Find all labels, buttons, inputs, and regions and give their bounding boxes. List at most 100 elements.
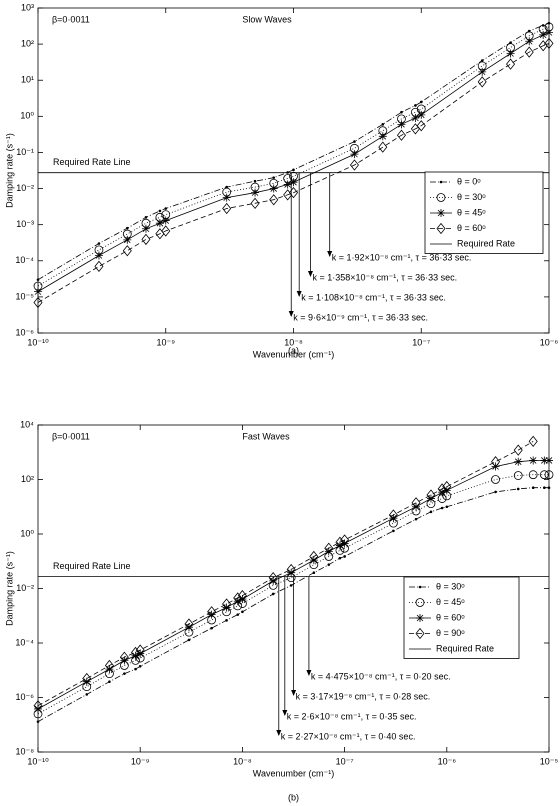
marker [397,120,406,129]
marker [144,215,148,219]
marker [141,224,150,233]
legend-label: θ = 90ᵒ [436,628,465,638]
marker [419,100,423,104]
x-tick-label: 10⁻⁶ [438,756,457,766]
marker [119,651,129,663]
annotation: k = 1·358×10⁻⁸ cm⁻¹, τ = 36·33 sec. [312,272,457,282]
marker [33,700,43,712]
marker [105,665,114,674]
y-tick-label: 10¹ [21,75,34,85]
y-tick-label: 10⁻¹ [16,147,34,157]
marker [539,470,549,480]
marker [531,486,535,490]
marker [271,592,275,596]
y-axis-label: Damping rate (s⁻¹) [4,133,14,208]
marker [417,110,426,119]
marker [184,623,193,632]
marker [513,444,523,456]
marker [442,486,451,495]
marker [82,672,92,685]
y-tick-label: 10² [21,474,34,484]
marker [436,222,446,235]
x-tick-label: 10⁻¹⁰ [27,756,49,766]
x-tick-label: 10⁻⁷ [336,756,354,766]
annotation: k = 2·27×10⁻⁸ cm⁻¹, τ = 0·40 sec. [281,731,416,741]
y-tick-label: 10⁻² [16,583,34,593]
marker [187,638,191,642]
marker [272,176,276,179]
y-tick-label: 10⁻³ [16,219,34,229]
y-axis-label: Damping rate (s⁻¹) [4,551,14,626]
marker [437,483,447,495]
y-tick-label: 10⁻⁶ [16,327,35,337]
marker [283,180,292,189]
marker [222,202,232,215]
marker [312,571,316,575]
annotation: k = 9·6×10⁻⁹ cm⁻¹, τ = 36·33 sec. [293,312,428,322]
marker [491,456,501,468]
marker [545,28,553,37]
marker [524,46,534,58]
y-tick-label: 10⁻⁴ [15,637,34,647]
marker [478,67,487,76]
y-tick-label: 10⁻⁴ [15,255,34,265]
x-tick-label: 10⁻⁹ [131,756,150,766]
legend-label: θ = 45ᵒ [457,207,486,217]
marker [251,188,260,197]
marker [85,693,89,696]
marker [544,37,554,49]
marker [516,487,520,491]
marker [236,613,240,616]
marker [540,456,549,465]
x-tick-label: 10⁻⁸ [284,337,303,347]
x-axis-label: Wavenumber (cm⁻¹) [253,768,334,778]
marker [222,603,231,612]
marker [161,225,171,237]
marker [233,597,242,606]
marker [134,667,137,671]
marker [436,193,446,202]
marker [415,627,425,640]
y-tick-label: 10⁰ [20,111,34,121]
marker [250,197,260,209]
marker [207,606,217,618]
marker [528,435,538,448]
marker [514,457,523,466]
marker [289,584,293,587]
marker [292,168,295,172]
marker [513,471,523,480]
marker [416,120,426,132]
marker [327,563,331,566]
arrow-head [282,710,288,716]
marker [141,233,151,246]
marker [418,585,422,589]
x-tick-label: 10⁻⁷ [412,337,430,347]
marker [131,651,140,660]
caption: (a) [288,345,299,355]
marker [353,140,356,143]
marker [440,506,444,510]
marker [442,480,452,493]
marker [33,296,43,309]
marker [547,486,551,490]
y-tick-label: 10⁻⁶ [16,692,35,702]
subtitle: β=0·0011 [52,431,90,441]
marker [378,132,387,141]
y-tick-label: 10⁻² [16,183,34,193]
marker [269,194,279,206]
marker [269,576,278,585]
marker [429,510,433,514]
marker [412,502,421,511]
marker [289,178,298,187]
marker [477,76,487,88]
marker [411,497,421,509]
marker [506,58,516,70]
marker [155,219,164,228]
marker [426,489,436,501]
marker [335,536,345,548]
marker [286,563,296,576]
marker [269,184,278,193]
marker [528,470,538,480]
marker [241,610,244,614]
arrow-head [307,271,313,277]
